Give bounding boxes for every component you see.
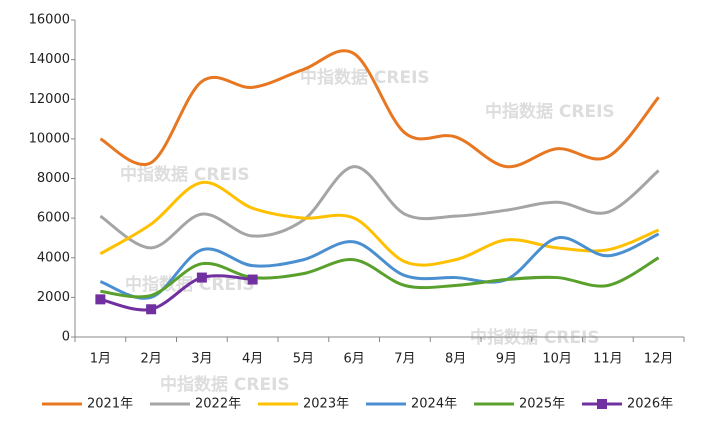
x-tick-label: 10月: [542, 352, 572, 367]
point-marker: [95, 294, 106, 305]
x-tick-label: 3月: [191, 352, 212, 367]
legend-label: 2021年: [87, 397, 133, 412]
legend-label: 2023年: [303, 397, 349, 412]
series-line: [100, 274, 253, 312]
x-tick-label: 6月: [343, 352, 364, 367]
series-line: [99, 232, 660, 300]
y-tick-label: 12000: [29, 92, 70, 107]
y-tick-label: 6000: [37, 211, 70, 226]
watermark: 中指数据 CREIS: [300, 67, 430, 88]
legend-marker: [597, 399, 607, 409]
y-tick-label: 4000: [37, 250, 70, 265]
x-tick-label: 11月: [593, 352, 623, 367]
x-tick-label: 8月: [445, 352, 466, 367]
y-tick-label: 8000: [37, 171, 70, 186]
watermark: 中指数据 CREIS: [485, 101, 615, 122]
point-marker: [196, 272, 207, 283]
legend-label: 2025年: [519, 397, 565, 412]
x-tick-label: 12月: [644, 352, 674, 367]
x-tick-label: 9月: [496, 352, 517, 367]
watermark: 中指数据 CREIS: [120, 164, 250, 185]
series-line: [99, 180, 660, 267]
x-tick-label: 5月: [293, 352, 314, 367]
x-tick-label: 7月: [394, 352, 415, 367]
series-line: [99, 165, 660, 250]
point-marker: [146, 304, 157, 315]
series-line: [100, 256, 660, 299]
x-tick-label: 4月: [242, 352, 263, 367]
series-line: [99, 49, 660, 169]
point-marker: [247, 274, 258, 285]
y-tick-label: 0: [62, 330, 70, 345]
y-tick-label: 10000: [29, 131, 70, 146]
x-tick-label: 2月: [140, 352, 161, 367]
y-tick-label: 2000: [37, 290, 70, 305]
legend-label: 2026年: [627, 397, 673, 412]
watermarks: 中指数据 CREIS 中指数据 CREIS 中指数据 CREIS 中指数据 CR…: [120, 67, 615, 395]
x-tick-label: 1月: [90, 352, 111, 367]
y-tick-label: 14000: [29, 52, 70, 67]
legend-label: 2024年: [411, 397, 457, 412]
watermark: 中指数据 CREIS: [160, 374, 290, 395]
legend-label: 2022年: [195, 397, 241, 412]
y-tick-label: 16000: [29, 13, 70, 28]
